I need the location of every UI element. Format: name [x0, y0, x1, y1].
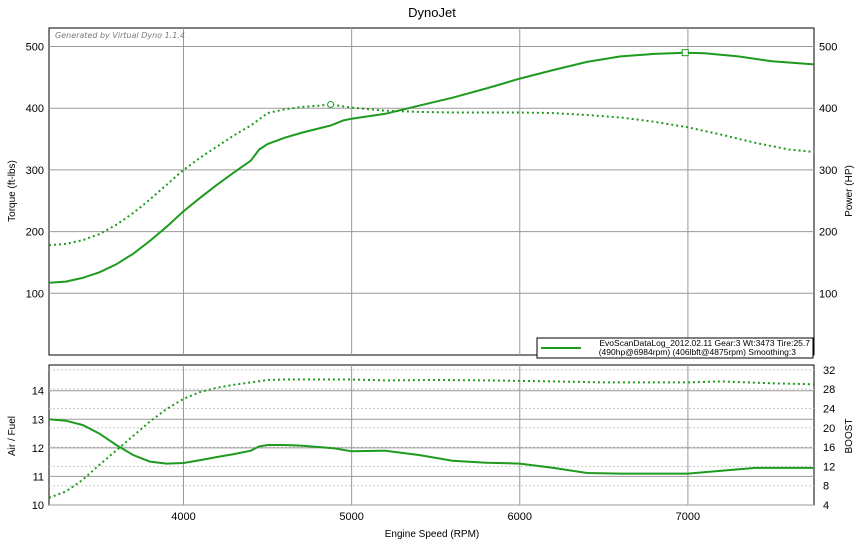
torque-tick-label: 400 [26, 103, 44, 115]
bottom-right-ticks: 4 8 12 16 20 24 28 32 [823, 365, 835, 512]
afr-series-line [49, 418, 814, 475]
boost-tick-label: 24 [823, 403, 835, 415]
rpm-tick-label: 7000 [676, 511, 700, 523]
torque-tick-label: 100 [26, 288, 44, 300]
rpm-tick-label: 4000 [171, 511, 195, 523]
boost-tick-label: 8 [823, 481, 829, 493]
x-axis-ticks: 4000 5000 6000 7000 [171, 511, 700, 523]
watermark-text: Generated by Virtual Dyno 1.1.4 [55, 31, 185, 40]
boost-tick-label: 4 [823, 500, 829, 512]
legend: EvoScanDataLog_2012.02.11 Gear:3 Wt:3473… [536, 337, 814, 359]
power-tick-label: 200 [819, 227, 837, 239]
torque-tick-label: 300 [26, 165, 44, 177]
boost-tick-label: 12 [823, 461, 835, 473]
top-left-ticks: 100 200 300 400 500 [26, 42, 44, 301]
power-tick-label: 500 [819, 42, 837, 54]
torque-series-line [49, 103, 814, 247]
boost-axis-label: BOOST [844, 418, 855, 453]
bottom-left-ticks: 10 11 12 13 14 [32, 386, 44, 512]
afr-tick-label: 10 [32, 500, 44, 512]
afr-tick-label: 13 [32, 414, 44, 426]
peak-torque-marker [327, 101, 335, 109]
rpm-tick-label: 6000 [508, 511, 532, 523]
boost-series-line [49, 378, 814, 499]
afr-axis-label: Air / Fuel [7, 416, 18, 456]
boost-tick-label: 20 [823, 423, 835, 435]
boost-tick-label: 28 [823, 384, 835, 396]
torque-power-panel: Generated by Virtual Dyno 1.1.4 100 200 30… [7, 27, 855, 359]
torque-tick-label: 200 [26, 227, 44, 239]
boost-tick-label: 16 [823, 442, 835, 454]
power-tick-label: 300 [819, 165, 837, 177]
peak-power-marker [681, 49, 689, 57]
boost-tick-label: 32 [823, 365, 835, 377]
rpm-tick-label: 5000 [339, 511, 363, 523]
power-tick-label: 100 [819, 288, 837, 300]
legend-box [536, 337, 814, 359]
power-tick-label: 400 [819, 103, 837, 115]
afr-tick-label: 14 [32, 386, 44, 398]
peak-markers [327, 49, 689, 109]
torque-tick-label: 500 [26, 42, 44, 54]
afr-boost-panel: 10 11 12 13 14 4 8 12 16 20 24 28 32 4000 5000 6000 70… [7, 364, 855, 540]
chart-title: DynoJet [408, 5, 456, 20]
afr-tick-label: 12 [32, 443, 44, 455]
power-axis-label: Power (HP) [844, 165, 855, 217]
top-gridlines [49, 28, 814, 355]
bottom-plot-frame [48, 364, 815, 506]
afr-tick-label: 11 [33, 471, 44, 483]
power-series-line [49, 51, 814, 284]
legend-line-2: (490hp@6984rpm) (406lbft@4875rpm) Smooth… [599, 347, 797, 357]
torque-axis-label: Torque (ft-lbs) [7, 160, 18, 222]
legend-line-1: EvoScanDataLog_2012.02.11 Gear:3 Wt:3473… [599, 338, 810, 348]
bottom-gridlines [49, 365, 814, 506]
top-plot-frame [48, 27, 815, 356]
top-right-ticks: 100 200 300 400 500 [819, 42, 837, 301]
x-axis-label: Engine Speed (RPM) [385, 529, 480, 540]
